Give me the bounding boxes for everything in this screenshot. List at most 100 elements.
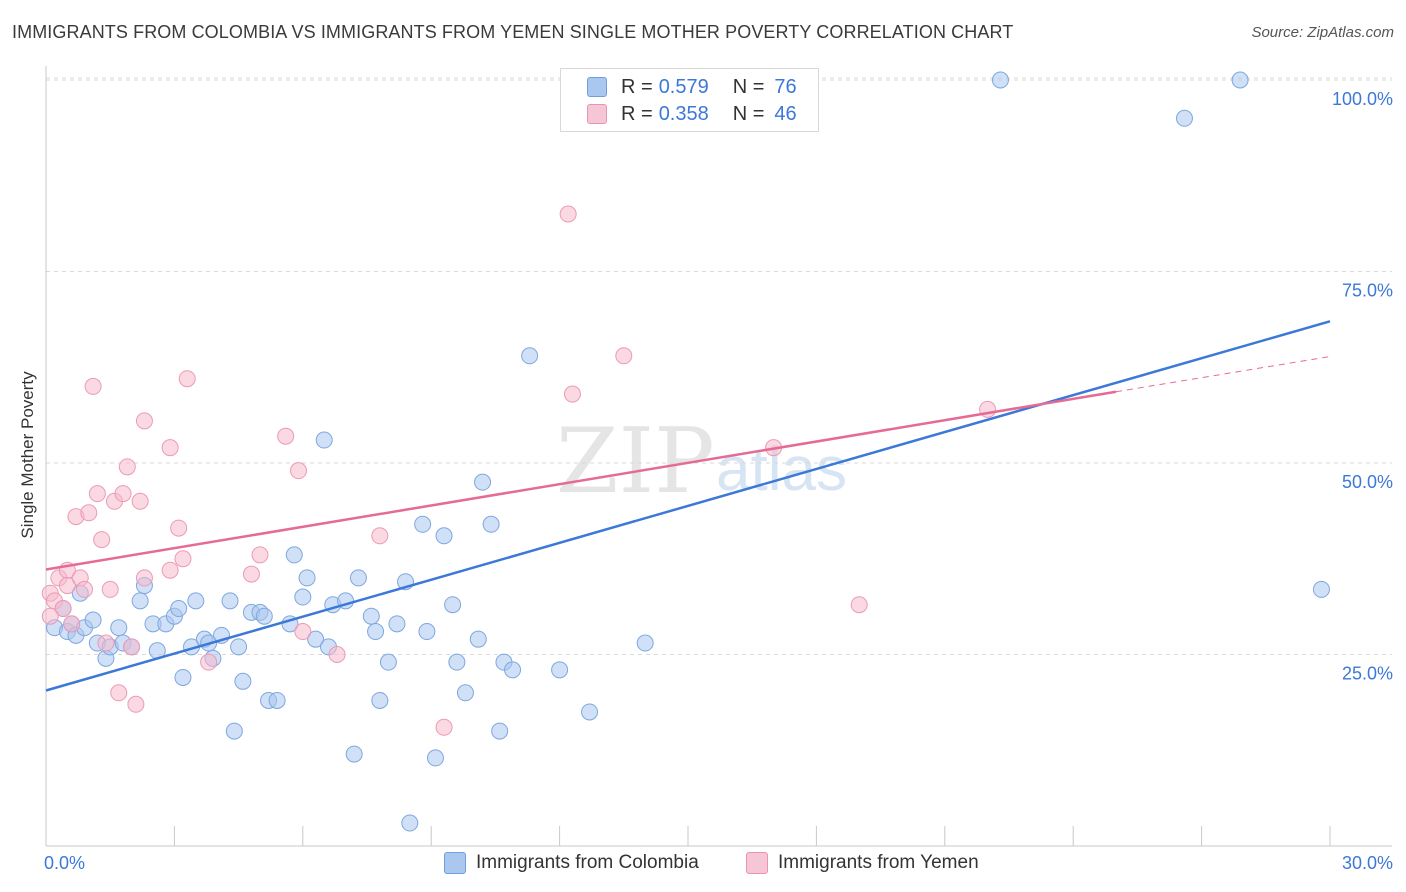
legend-r-label: R = — [621, 102, 653, 125]
point-colombia — [388, 615, 406, 633]
point-colombia — [225, 722, 243, 740]
point-yemen — [242, 565, 260, 583]
legend-row-yemen: R = 0.358 N = 46 — [587, 102, 797, 126]
point-yemen — [615, 347, 633, 365]
point-yemen — [88, 485, 106, 503]
legend-n-label: N = — [732, 75, 765, 98]
bottom-legend-yemen: Immigrants from Yemen — [746, 852, 979, 874]
point-colombia — [255, 607, 273, 625]
point-yemen — [135, 412, 153, 430]
point-colombia — [367, 623, 385, 641]
point-colombia — [469, 630, 487, 648]
trendline-yemen — [45, 390, 1117, 571]
point-colombia — [991, 71, 1009, 89]
y-tick-label: 100.0% — [1332, 89, 1393, 109]
point-colombia — [482, 515, 500, 533]
point-yemen — [54, 600, 72, 618]
point-colombia — [581, 703, 599, 721]
point-yemen — [41, 607, 59, 625]
point-yemen — [131, 492, 149, 510]
point-yemen — [110, 684, 128, 702]
point-colombia — [371, 691, 389, 709]
point-colombia — [1231, 71, 1249, 89]
x-tick-label: 0.0% — [44, 853, 85, 873]
point-yemen — [114, 485, 132, 503]
chart-title: IMMIGRANTS FROM COLOMBIA VS IMMIGRANTS F… — [12, 22, 1014, 42]
point-yemen — [328, 646, 346, 663]
trendline-colombia — [45, 320, 1331, 692]
point-colombia — [315, 431, 333, 449]
source-label: Source: ZipAtlas.com — [1251, 24, 1394, 41]
legend-n-value: 76 — [774, 75, 797, 98]
point-yemen — [127, 695, 145, 713]
point-colombia — [435, 527, 453, 545]
point-colombia — [1312, 580, 1330, 598]
point-colombia — [426, 749, 444, 767]
point-colombia — [456, 684, 474, 702]
point-colombia — [379, 653, 397, 671]
bottom-legend-label-yemen: Immigrants from Yemen — [778, 852, 979, 873]
point-colombia — [521, 347, 539, 365]
point-colombia — [349, 569, 367, 587]
point-yemen — [850, 596, 868, 614]
point-yemen — [135, 569, 153, 587]
legend-r-value: 0.358 — [658, 102, 709, 125]
point-colombia — [636, 634, 654, 652]
point-colombia — [504, 661, 522, 679]
legend-r-value: 0.579 — [658, 75, 709, 98]
point-yemen — [118, 458, 136, 476]
point-yemen — [435, 718, 453, 736]
point-colombia — [418, 623, 436, 641]
point-colombia — [444, 596, 462, 614]
point-colombia — [551, 661, 569, 679]
point-yemen — [200, 653, 218, 671]
point-colombia — [268, 691, 286, 709]
point-yemen — [290, 462, 308, 480]
point-yemen — [174, 550, 192, 568]
legend-row-colombia: R = 0.579 N = 76 — [587, 75, 797, 99]
point-colombia — [170, 600, 188, 618]
point-colombia — [131, 592, 149, 610]
point-colombia — [345, 745, 363, 763]
point-yemen — [563, 385, 581, 403]
point-yemen — [80, 504, 98, 522]
point-colombia — [362, 607, 380, 625]
point-yemen — [559, 205, 577, 223]
point-yemen — [58, 577, 76, 595]
point-yemen — [123, 638, 141, 656]
y-tick-label: 50.0% — [1342, 472, 1393, 492]
point-yemen — [294, 623, 312, 641]
point-colombia — [285, 546, 303, 564]
y-tick-label: 25.0% — [1342, 664, 1393, 684]
legend-swatch-colombia — [587, 77, 607, 97]
point-colombia — [414, 515, 432, 533]
trendline-yemen-extension — [1115, 356, 1331, 393]
point-colombia — [174, 668, 192, 686]
bottom-legend-swatch-yemen — [746, 852, 768, 874]
point-yemen — [84, 377, 102, 395]
point-colombia — [298, 569, 316, 587]
point-yemen — [371, 527, 389, 545]
legend-n-label: N = — [732, 102, 765, 125]
point-colombia — [1175, 109, 1193, 127]
point-colombia — [221, 592, 239, 610]
legend: R = 0.579 N = 76 R = 0.358 N = 46 — [560, 68, 819, 132]
point-colombia — [307, 630, 325, 648]
point-yemen — [63, 615, 81, 633]
point-yemen — [170, 519, 188, 537]
point-colombia — [110, 619, 128, 637]
watermark-zip: ZIP — [556, 409, 715, 514]
point-yemen — [277, 427, 295, 445]
legend-swatch-yemen — [587, 104, 607, 124]
point-colombia — [187, 592, 205, 610]
point-colombia — [448, 653, 466, 671]
point-colombia — [234, 672, 252, 690]
point-yemen — [178, 370, 196, 388]
point-colombia — [84, 611, 102, 629]
point-colombia — [294, 588, 312, 606]
point-yemen — [161, 561, 179, 579]
bottom-legend-colombia: Immigrants from Colombia — [444, 852, 699, 874]
point-yemen — [251, 546, 269, 564]
point-colombia — [401, 814, 419, 832]
